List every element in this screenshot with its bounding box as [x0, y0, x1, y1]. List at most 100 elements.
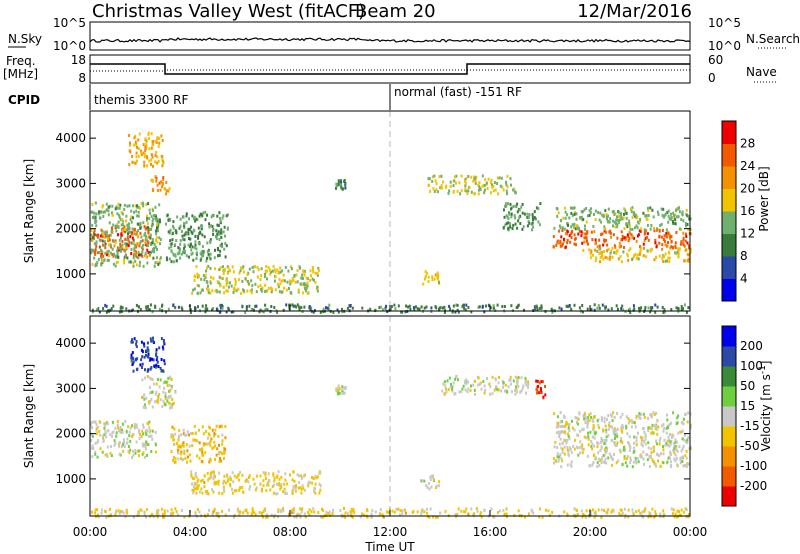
- echo-cell: [140, 246, 143, 250]
- echo-cell: [514, 216, 517, 220]
- echo-cell: [143, 344, 146, 348]
- echo-cell: [116, 212, 119, 216]
- echo-cell: [353, 511, 356, 515]
- echo-cell: [397, 304, 400, 308]
- echo-cell: [647, 238, 650, 242]
- echo-cell: [622, 448, 625, 452]
- echo-cell: [198, 510, 201, 514]
- echo-cell: [100, 248, 102, 252]
- echo-cell: [215, 512, 218, 515]
- echo-cell: [589, 412, 592, 416]
- echo-cell: [566, 241, 569, 245]
- echo-cell: [119, 203, 122, 207]
- echo-cell: [686, 462, 689, 466]
- echo-cell: [273, 279, 276, 283]
- echo-cell: [603, 420, 606, 424]
- echo-cell: [125, 429, 128, 433]
- echo-cell: [108, 234, 111, 238]
- echo-cell: [650, 308, 653, 312]
- echo-cell: [144, 455, 147, 459]
- echo-cell: [136, 449, 139, 453]
- echo-cell: [591, 435, 594, 439]
- echo-cell: [284, 478, 287, 482]
- echo-cell: [507, 221, 510, 225]
- echo-cell: [183, 224, 186, 228]
- echo-cell: [593, 230, 596, 234]
- echo-cell: [161, 139, 164, 142]
- echo-cell: [117, 246, 120, 250]
- echo-cell: [640, 306, 643, 310]
- echo-cell: [167, 376, 170, 380]
- echo-cell: [164, 380, 167, 384]
- echo-cell: [172, 511, 175, 515]
- echo-cell: [134, 259, 137, 263]
- echo-cell: [168, 402, 171, 406]
- echo-cell: [588, 248, 591, 252]
- echo-cell: [635, 461, 638, 465]
- echo-cell: [118, 310, 121, 314]
- echo-cell: [216, 214, 219, 218]
- echo-cell: [284, 492, 287, 495]
- echo-cell: [182, 444, 185, 448]
- echo-cell: [138, 436, 141, 440]
- echo-cell: [101, 508, 103, 512]
- echo-cell: [154, 139, 157, 143]
- echo-cell: [607, 214, 609, 218]
- echo-cell: [483, 391, 486, 395]
- echo-cell: [651, 423, 654, 427]
- echo-cell: [521, 227, 524, 231]
- echo-cell: [141, 355, 144, 359]
- echo-cell: [142, 264, 145, 268]
- echo-cell: [498, 176, 501, 180]
- echo-cell: [163, 187, 166, 191]
- echo-cell: [611, 463, 613, 467]
- echo-cell: [223, 479, 225, 483]
- echo-cell: [266, 513, 269, 517]
- echo-cell: [613, 244, 616, 248]
- echo-cell: [666, 439, 669, 443]
- echo-cell: [183, 222, 186, 226]
- echo-cell: [647, 209, 650, 213]
- echo-cell: [216, 280, 219, 284]
- echo-cell: [112, 223, 115, 227]
- echo-cell: [578, 227, 581, 231]
- echo-cell: [145, 429, 148, 433]
- echo-cell: [438, 307, 441, 311]
- echo-cell: [103, 244, 106, 248]
- echo-cell: [434, 179, 437, 183]
- echo-cell: [579, 216, 582, 220]
- echo-cell: [340, 181, 342, 185]
- colorbar-swatch: [722, 366, 736, 387]
- echo-cell: [538, 223, 541, 227]
- echo-cell: [582, 447, 585, 451]
- echo-cell: [517, 384, 520, 388]
- echo-cell: [144, 376, 147, 380]
- echo-cell: [665, 431, 668, 435]
- echo-cell: [579, 440, 582, 444]
- echo-cell: [565, 441, 568, 445]
- nave-trace: [90, 69, 690, 72]
- echo-cell: [156, 226, 158, 230]
- echo-cell: [337, 310, 340, 314]
- echo-cell: [366, 509, 369, 513]
- echo-cell: [502, 226, 505, 230]
- echo-cell: [149, 253, 151, 256]
- echo-cell: [264, 473, 267, 477]
- echo-cell: [133, 228, 136, 232]
- echo-cell: [448, 189, 451, 193]
- echo-cell: [212, 473, 215, 477]
- echo-cell: [491, 185, 494, 189]
- echo-cell: [676, 416, 679, 420]
- echo-cell: [168, 383, 171, 387]
- echo-cell: [663, 427, 666, 430]
- echo-cell: [658, 241, 661, 245]
- echo-cell: [675, 440, 678, 444]
- echo-cell: [168, 246, 171, 250]
- echo-cell: [147, 353, 150, 356]
- echo-cell: [667, 209, 670, 213]
- echo-cell: [136, 145, 138, 149]
- echo-cell: [129, 439, 132, 443]
- echo-cell: [378, 512, 381, 516]
- noise-sky-line: [89, 37, 691, 43]
- echo-cell: [204, 210, 207, 214]
